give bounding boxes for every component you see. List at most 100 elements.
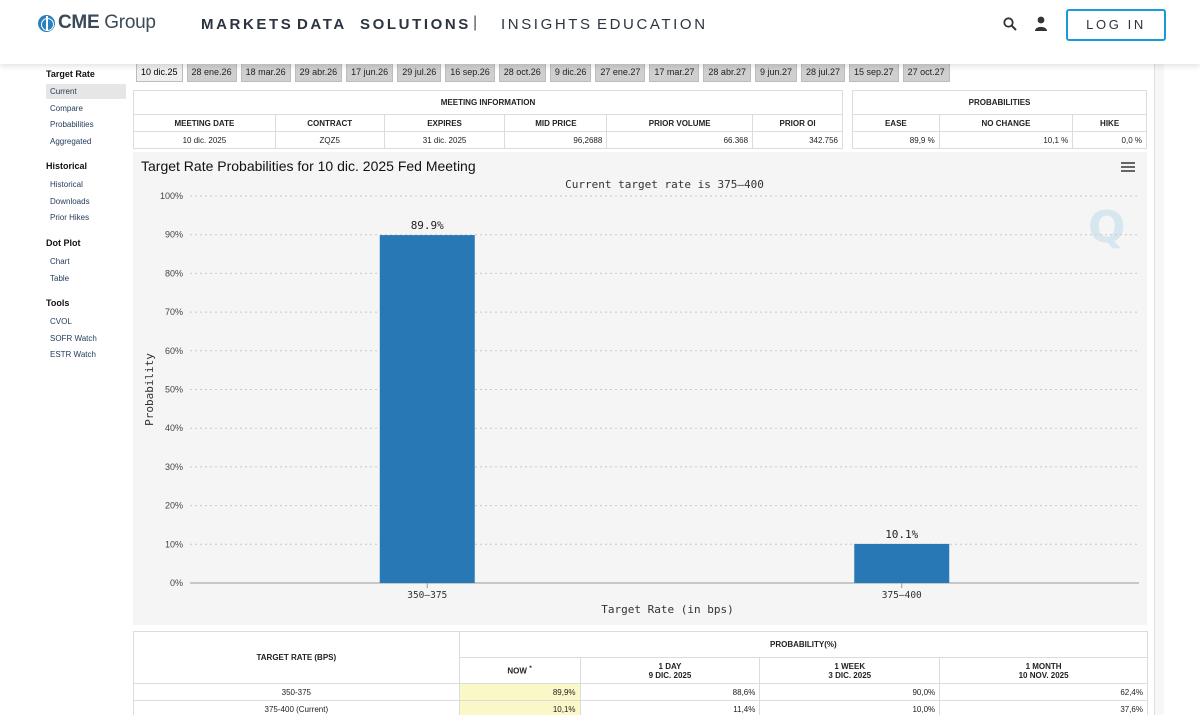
sidebar-section-historical: Historical <box>46 161 88 171</box>
bar <box>854 543 950 583</box>
cell-day: 11,4% <box>579 700 761 715</box>
col-1-month-label: 1 MONTH <box>1025 661 1062 671</box>
date-tab[interactable]: 17 mar.27 <box>649 64 700 82</box>
sidebar-item-table[interactable]: Table <box>50 274 70 283</box>
date-tab[interactable]: 10 dic.25 <box>136 64 183 82</box>
chart-title: Target Rate Probabilities for 10 dic. 20… <box>141 158 476 174</box>
meeting-information-table: MEETING INFORMATION MEETING DATE CONTRAC… <box>133 90 843 149</box>
cell-meeting-date: 10 dic. 2025 <box>133 131 276 149</box>
date-tab[interactable]: 18 mar.26 <box>240 64 291 82</box>
col-1-day-label: 1 DAY <box>658 661 682 671</box>
login-button[interactable]: LOG IN <box>1066 9 1166 41</box>
date-tab[interactable]: 29 jul.26 <box>397 64 442 82</box>
col-1-month: 1 MONTH 10 NOV. 2025 <box>939 657 1148 684</box>
date-tab[interactable]: 27 ene.27 <box>595 64 646 82</box>
col-1-week-date: 3 DIC. 2025 <box>828 670 872 680</box>
x-tick-label: 375–400 <box>882 590 922 601</box>
y-tick-label: 30% <box>165 462 183 472</box>
date-tab[interactable]: 28 oct.26 <box>498 64 546 82</box>
sidebar-item-downloads[interactable]: Downloads <box>50 197 90 206</box>
meeting-information-header: MEETING INFORMATION <box>133 90 843 115</box>
quikstrike-watermark: Q <box>1088 202 1126 253</box>
col-meeting-date: MEETING DATE <box>133 114 276 132</box>
content-edge <box>1154 64 1164 715</box>
nav-solutions[interactable]: SOLUTIONS <box>360 16 471 33</box>
sidebar-item-sofr-watch[interactable]: SOFR Watch <box>50 334 97 343</box>
col-1-day: 1 DAY 9 DIC. 2025 <box>579 657 761 684</box>
cell-hike: 0,0 % <box>1072 131 1147 149</box>
sidebar-item-historical[interactable]: Historical <box>50 180 83 189</box>
nav-education[interactable]: EDUCATION <box>597 16 708 33</box>
cme-group-logo[interactable]: CME Group <box>38 12 156 34</box>
date-tab[interactable]: 28 abr.27 <box>703 64 751 82</box>
y-tick-label: 50% <box>165 385 183 395</box>
col-1-month-date: 10 NOV. 2025 <box>1018 670 1069 680</box>
target-rate-probability-table: TARGET RATE (BPS) PROBABILITY(%) NOW * 1… <box>133 631 1149 715</box>
sidebar-item-aggregated[interactable]: Aggregated <box>50 137 92 146</box>
sidebar-section-tools: Tools <box>46 298 70 308</box>
logo-bold: CME <box>58 12 100 33</box>
cell-contract: ZQZ5 <box>274 131 385 149</box>
bar-data-label: 89.9% <box>411 219 444 232</box>
cell-rate: 350-375 <box>133 683 460 701</box>
cell-prior-volume: 66.368 <box>606 131 754 149</box>
cell-day: 88,6% <box>579 683 761 701</box>
date-tab[interactable]: 28 jul.27 <box>801 64 846 82</box>
top-navigation: CME Group MARKETS DATA SOLUTIONS | INSIG… <box>0 0 1200 64</box>
cell-no-change: 10,1 % <box>938 131 1074 149</box>
date-tab[interactable]: 16 sep.26 <box>445 64 495 82</box>
y-tick-label: 70% <box>165 307 183 317</box>
cell-expires: 31 dic. 2025 <box>383 131 506 149</box>
cell-rate: 375-400 (Current) <box>133 700 460 715</box>
meeting-date-tabs: 10 dic.25 28 ene.26 18 mar.26 29 abr.26 … <box>136 64 954 82</box>
nav-separator: | <box>473 14 478 31</box>
y-tick-label: 80% <box>165 268 183 278</box>
col-prior-volume: PRIOR VOLUME <box>606 114 754 132</box>
now-label: NOW <box>507 666 527 676</box>
probability-header: PROBABILITY(%) <box>458 631 1149 658</box>
date-tab[interactable]: 9 jun.27 <box>754 64 797 82</box>
y-tick-label: 10% <box>165 539 183 549</box>
chart-menu-icon[interactable] <box>1121 161 1135 173</box>
nav-data[interactable]: DATA <box>297 16 347 33</box>
y-tick-label: 0% <box>170 578 183 588</box>
cell-prior-oi: 342.756 <box>752 131 843 149</box>
y-tick-label: 40% <box>165 423 183 433</box>
date-tab[interactable]: 17 jun.26 <box>346 64 394 82</box>
sidebar-item-estr-watch[interactable]: ESTR Watch <box>50 350 96 359</box>
date-tab[interactable]: 27 oct.27 <box>902 64 950 82</box>
col-hike: HIKE <box>1072 114 1147 132</box>
user-icon[interactable] <box>1034 16 1048 31</box>
date-tab[interactable]: 9 dic.26 <box>549 64 592 82</box>
y-axis-title: Probability <box>143 353 156 426</box>
cell-ease: 89,9 % <box>852 131 940 149</box>
y-tick-label: 20% <box>165 501 183 511</box>
search-icon[interactable] <box>1003 17 1017 31</box>
cell-month: 37,6% <box>939 700 1148 715</box>
sidebar-item-compare[interactable]: Compare <box>50 104 83 113</box>
date-tab[interactable]: 29 abr.26 <box>294 64 343 82</box>
y-tick-label: 60% <box>165 346 183 356</box>
col-contract: CONTRACT <box>274 114 385 132</box>
nav-insights[interactable]: INSIGHTS <box>501 16 593 33</box>
date-tab[interactable]: 28 ene.26 <box>186 64 237 82</box>
probabilities-table: PROBABILITIES EASE NO CHANGE HIKE 89,9 %… <box>852 90 1147 149</box>
col-target-rate: TARGET RATE (BPS) <box>133 631 460 684</box>
cell-mid-price: 96,2688 <box>504 131 608 149</box>
y-tick-label: 100% <box>160 191 183 201</box>
col-1-day-date: 9 DIC. 2025 <box>648 670 692 680</box>
col-now: NOW * <box>458 657 581 684</box>
chart-panel: Target Rate Probabilities for 10 dic. 20… <box>133 152 1147 625</box>
probability-bar-chart: Current target rate is 375–400 0% 10% 20% 30… <box>143 178 1139 616</box>
sidebar-item-chart[interactable]: Chart <box>50 257 70 266</box>
sidebar-item-cvol[interactable]: CVOL <box>50 317 72 326</box>
sidebar-section-dot-plot: Dot Plot <box>46 238 81 248</box>
nav-markets[interactable]: MARKETS <box>201 16 294 33</box>
col-prior-oi: PRIOR OI <box>752 114 843 132</box>
sidebar-item-prior-hikes[interactable]: Prior Hikes <box>50 213 90 222</box>
sidebar-item-current[interactable]: Current <box>46 84 126 99</box>
col-no-change: NO CHANGE <box>938 114 1074 132</box>
date-tab[interactable]: 15 sep.27 <box>849 64 899 82</box>
x-axis-title: Target Rate (in bps) <box>601 603 733 616</box>
sidebar-item-probabilities[interactable]: Probabilities <box>50 120 94 129</box>
